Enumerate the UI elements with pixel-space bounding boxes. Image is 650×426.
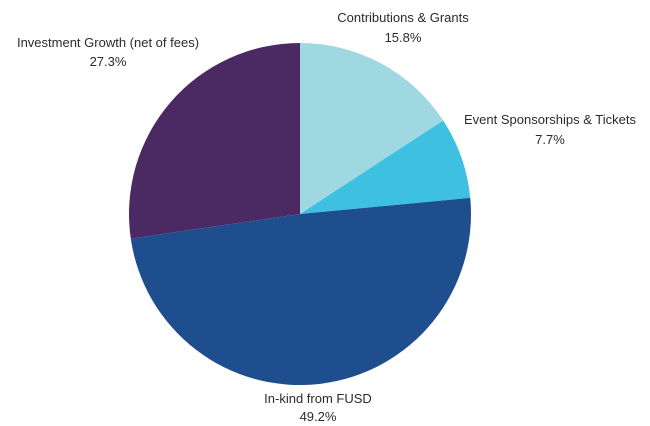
slice-label-contributions-grants: Contributions & Grants — [337, 10, 469, 25]
slice-value-event-sponsorships-tickets: 7.7% — [535, 132, 565, 147]
slice-label-event-sponsorships-tickets: Event Sponsorships & Tickets — [464, 112, 636, 127]
pie-slices — [128, 43, 472, 386]
pie-slice-event-sponsorships-tickets — [300, 120, 471, 214]
slice-value-investment-growth: 27.3% — [90, 54, 127, 69]
pie-slice-in-kind-from-fusd — [130, 197, 472, 386]
slice-value-contributions-grants: 15.8% — [385, 30, 422, 45]
pie-slice-investment-growth-net-of-fees — [128, 43, 300, 239]
pie-slice-contributions-grants — [300, 43, 444, 214]
slice-label-investment-growth: Investment Growth (net of fees) — [17, 35, 199, 50]
slice-label-in-kind-from-fusd: In-kind from FUSD — [264, 391, 372, 406]
slice-value-in-kind-from-fusd: 49.2% — [300, 409, 337, 424]
